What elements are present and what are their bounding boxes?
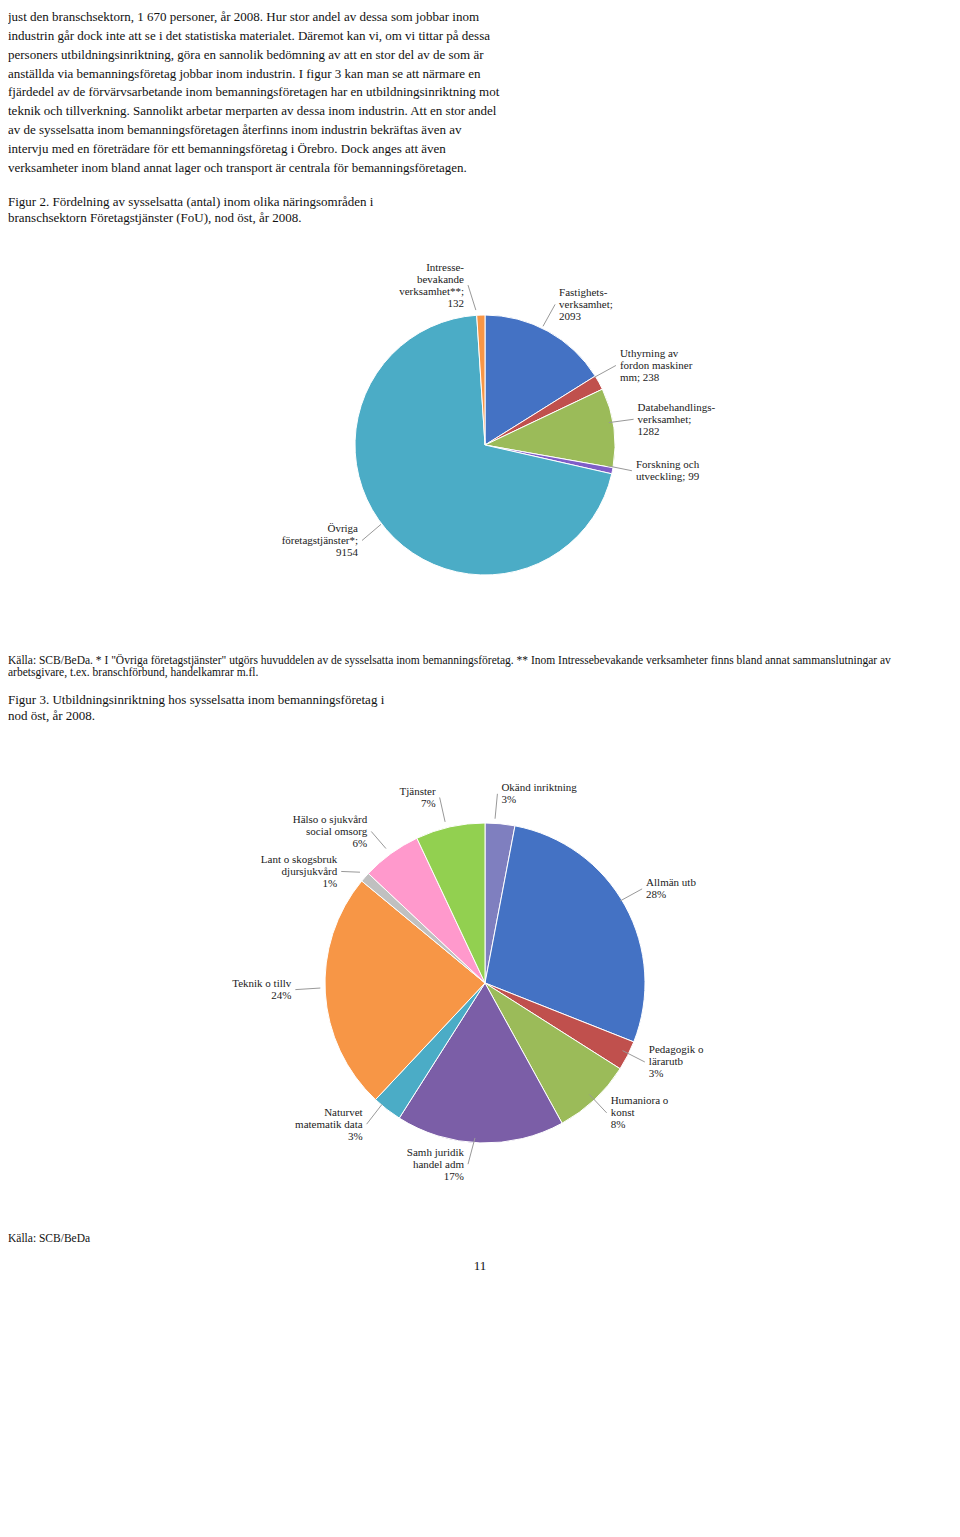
html-text:Källa: SCB/BeDa. * I "Övriga f: Källa: SCB/BeDa. * I "Övriga företagstjä… bbox=[8, 653, 891, 678]
svg-text:Naturvetmatematik data3%: Naturvetmatematik data3% bbox=[295, 1105, 363, 1141]
svg-text:Databehandlings-verksamhet;128: Databehandlings-verksamhet;1282 bbox=[638, 400, 716, 436]
svg-text:Intresse-bevakandeverksamhet**: Intresse-bevakandeverksamhet**;132 bbox=[399, 260, 464, 308]
html-text:just den branschsektorn, 1 670: just den branschsektorn, 1 670 personer,… bbox=[8, 9, 500, 175]
html-text:Källa: SCB/BeDa: Källa: SCB/BeDa bbox=[8, 1231, 91, 1244]
svg-text:Humaniora okonst8%: Humaniora okonst8% bbox=[611, 1094, 669, 1130]
svg-text:Tjänster7%: Tjänster7% bbox=[400, 785, 436, 809]
svg-text:Forskning ochutveckling; 99: Forskning ochutveckling; 99 bbox=[636, 458, 700, 482]
svg-text:Hälso o sjukvårdsocial omsorg6: Hälso o sjukvårdsocial omsorg6% bbox=[293, 813, 368, 849]
svg-text:Teknik o tillv24%: Teknik o tillv24% bbox=[232, 977, 292, 1001]
svg-text:Pedagogik olärarutb3%: Pedagogik olärarutb3% bbox=[649, 1043, 704, 1079]
svg-text:Samh juridikhandel adm17%: Samh juridikhandel adm17% bbox=[407, 1145, 465, 1181]
svg-text:Allmän utb28%: Allmän utb28% bbox=[646, 876, 696, 900]
svg-text:Övrigaföretagstjänster*;9154: Övrigaföretagstjänster*;9154 bbox=[282, 522, 359, 558]
html-text:11: 11 bbox=[473, 1257, 487, 1273]
svg-text:Okänd inriktning3%: Okänd inriktning3% bbox=[501, 781, 577, 805]
svg-text:Uthyrning avfordon maskinermm;: Uthyrning avfordon maskinermm; 238 bbox=[620, 347, 693, 383]
html-text:Figur 3. Utbildningsinriktning: Figur 3. Utbildningsinriktning hos sysse… bbox=[8, 691, 385, 723]
svg-text:Lant o skogsbrukdjursjukvård1%: Lant o skogsbrukdjursjukvård1% bbox=[261, 853, 338, 889]
svg-text:Fastighets-verksamhet;2093: Fastighets-verksamhet;2093 bbox=[559, 286, 613, 322]
html-text:Figur 2. Fördelning av syssels: Figur 2. Fördelning av sysselsatta (anta… bbox=[8, 193, 374, 225]
